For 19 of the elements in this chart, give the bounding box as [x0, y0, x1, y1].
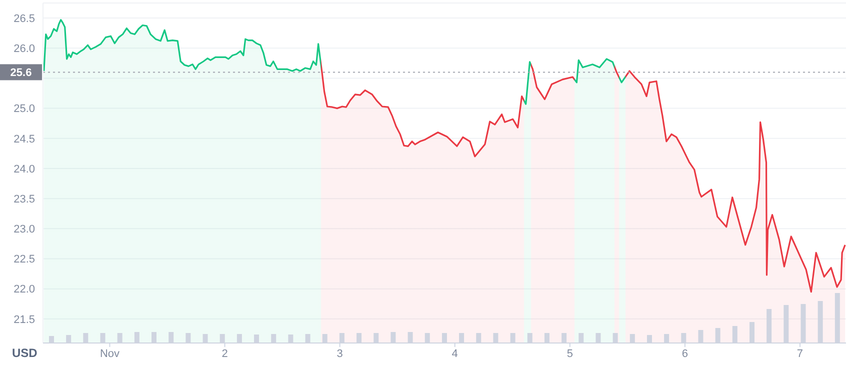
y-tick-label: 21.5	[14, 314, 35, 326]
x-tick-label: 3	[336, 348, 343, 360]
x-tick-label: 2	[222, 348, 228, 360]
x-tick-label: 7	[796, 348, 804, 360]
y-tick-label: 26.5	[14, 12, 35, 25]
ref-line-label: 25.6	[10, 67, 32, 80]
y-tick-label: 26.0	[14, 43, 35, 56]
x-tick-label: 6	[682, 348, 688, 360]
x-tick-label: 5	[566, 348, 573, 360]
x-tick-label: 4	[452, 348, 458, 360]
y-tick-label: 22.0	[14, 284, 35, 296]
y-tick-label: 24.0	[14, 163, 35, 176]
x-tick-label: Nov	[100, 348, 120, 360]
y-tick-label: 23.0	[14, 224, 35, 236]
y-tick-label: 25.0	[14, 103, 35, 116]
y-tick-label: 22.5	[14, 254, 35, 266]
y-tick-label: 24.5	[14, 133, 35, 146]
y-tick-label: 23.5	[14, 193, 35, 206]
y-axis-title: USD	[12, 346, 38, 360]
